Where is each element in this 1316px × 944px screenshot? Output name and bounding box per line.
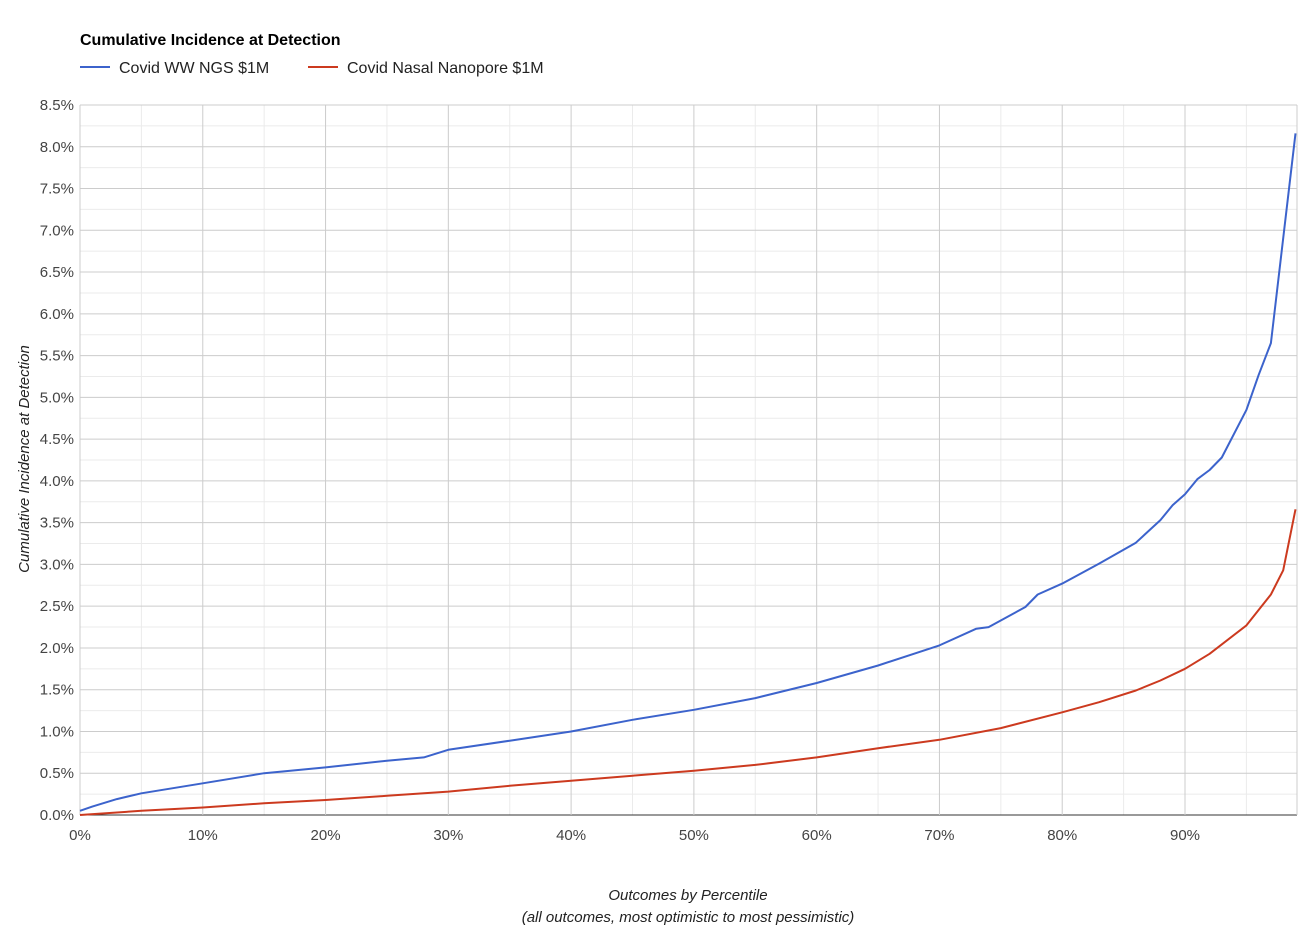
x-tick-label: 60% [802, 827, 832, 844]
y-axis-title: Cumulative Incidence at Detection [16, 345, 33, 573]
x-tick-label: 40% [556, 827, 586, 844]
x-tick-label: 90% [1170, 827, 1200, 844]
series-line-2 [79, 509, 1297, 816]
legend: Covid WW NGS $1M Covid Nasal Nanopore $1M [80, 60, 544, 77]
y-tick-label: 4.0% [40, 473, 74, 490]
gridlines [79, 104, 1298, 816]
y-tick-label: 6.0% [40, 306, 74, 323]
series-line-1 [79, 133, 1297, 812]
x-tick-label: 70% [924, 827, 954, 844]
x-tick-label: 30% [433, 827, 463, 844]
legend-item[interactable]: Covid WW NGS $1M [80, 60, 269, 77]
y-tick-label: 0.5% [40, 765, 74, 782]
chart-title: Cumulative Incidence at Detection [80, 32, 341, 49]
x-tick-label: 10% [188, 827, 218, 844]
x-axis-ticks: 0% 10% 20% 30% 40% 50% 60% 70% 80% 90% [69, 827, 1200, 844]
legend-label: Covid Nasal Nanopore $1M [347, 60, 544, 77]
y-tick-label: 3.0% [40, 556, 74, 573]
y-tick-label: 6.5% [40, 264, 74, 281]
x-axis-title: Outcomes by Percentile [608, 887, 767, 904]
y-tick-label: 4.5% [40, 431, 74, 448]
y-axis-ticks: 0.0% 0.5% 1.0% 1.5% 2.0% 2.5% 3.0% 3.5% 4.0% 4.5%… [40, 97, 74, 824]
x-tick-label: 0% [69, 827, 91, 844]
x-tick-label: 20% [311, 827, 341, 844]
y-tick-label: 8.0% [40, 139, 74, 156]
y-tick-label: 2.0% [40, 640, 74, 657]
legend-item[interactable]: Covid Nasal Nanopore $1M [308, 60, 544, 77]
y-tick-label: 7.5% [40, 181, 74, 198]
series-lines [79, 133, 1297, 816]
y-tick-label: 5.0% [40, 389, 74, 406]
y-tick-label: 5.5% [40, 348, 74, 365]
y-tick-label: 0.0% [40, 807, 74, 824]
x-tick-label: 80% [1047, 827, 1077, 844]
x-tick-label: 50% [679, 827, 709, 844]
y-tick-label: 1.5% [40, 682, 74, 699]
y-tick-label: 1.0% [40, 723, 74, 740]
y-tick-label: 7.0% [40, 222, 74, 239]
y-tick-label: 8.5% [40, 97, 74, 114]
y-tick-label: 2.5% [40, 598, 74, 615]
x-axis-subtitle: (all outcomes, most optimistic to most p… [522, 909, 855, 926]
y-tick-label: 3.5% [40, 515, 74, 532]
legend-label: Covid WW NGS $1M [119, 60, 269, 77]
